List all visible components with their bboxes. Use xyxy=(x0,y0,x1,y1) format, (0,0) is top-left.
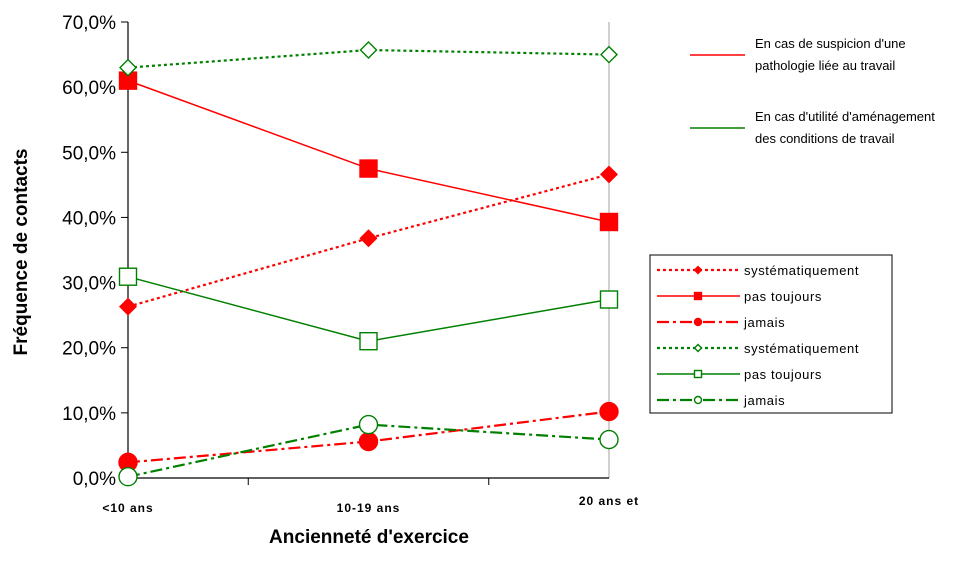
series-3 xyxy=(119,41,618,77)
series-5 xyxy=(118,414,619,487)
legend-marker xyxy=(693,291,703,301)
legend-item: pas toujours xyxy=(657,367,822,382)
data-point xyxy=(118,466,138,487)
y-tick-label: 70,0% xyxy=(62,13,116,34)
data-point xyxy=(358,414,379,435)
data-point xyxy=(599,401,619,422)
legend-label: jamais xyxy=(743,393,785,408)
x-axis-title: Ancienneté d'exercice xyxy=(269,527,469,548)
legend-label: systématiquement xyxy=(744,263,859,278)
legend: systématiquement pas toujours jamais systém… xyxy=(649,254,893,414)
y-tick-label: 10,0% xyxy=(62,404,116,425)
x-tick-label: <10 ans xyxy=(102,501,153,515)
x-tick-label: 10-19 ans xyxy=(337,501,401,515)
x-tick-labels: <10 ans 10-19 ans 20 ans et xyxy=(102,494,639,515)
data-point xyxy=(599,290,619,309)
series-line xyxy=(127,173,610,308)
data-point xyxy=(359,159,378,178)
legend-marker xyxy=(693,369,703,379)
data-point xyxy=(600,45,618,64)
y-tick-label: 40,0% xyxy=(62,208,116,229)
data-point xyxy=(119,297,137,316)
legend-marker xyxy=(693,265,703,275)
legend-item: systématiquement xyxy=(657,263,859,278)
y-tick-label: 50,0% xyxy=(62,143,116,164)
legend-item: jamais xyxy=(657,315,785,330)
legend-label: jamais xyxy=(743,315,785,330)
legend-item: pas toujours xyxy=(657,289,822,304)
series-line xyxy=(127,79,610,223)
y-tick-label: 30,0% xyxy=(62,274,116,295)
legend-box xyxy=(649,254,893,414)
data-point xyxy=(600,165,618,184)
legend-marker xyxy=(693,317,703,327)
annotation-text: des conditions de travail xyxy=(755,131,895,146)
data-point xyxy=(359,332,378,351)
legend-item: systématiquement xyxy=(657,341,859,356)
annotations: En cas de suspicion d'une pathologie liée… xyxy=(690,36,935,146)
annotation-text: pathologie liée au travail xyxy=(755,58,895,73)
series-0 xyxy=(119,165,618,316)
series-4 xyxy=(118,267,619,351)
series xyxy=(118,41,619,487)
y-tick-label: 20,0% xyxy=(62,339,116,360)
data-point xyxy=(599,212,619,232)
legend-marker xyxy=(693,343,703,353)
data-point xyxy=(119,58,137,77)
annotation-text: En cas d'utilité d'aménagement xyxy=(755,109,935,124)
x-tick-label: 20 ans et xyxy=(579,494,639,508)
annotation-text: En cas de suspicion d'une xyxy=(755,36,906,51)
data-point xyxy=(118,267,138,286)
series-1 xyxy=(118,71,619,232)
data-point xyxy=(599,429,619,450)
y-tick-label: 0,0% xyxy=(73,469,116,490)
legend-label: pas toujours xyxy=(744,367,822,382)
y-tick-label: 60,0% xyxy=(62,78,116,99)
y-axis-title: Fréquence de contacts xyxy=(11,149,32,356)
legend-label: pas toujours xyxy=(744,289,822,304)
series-2 xyxy=(118,401,619,473)
legend-item: jamais xyxy=(657,393,785,408)
data-point xyxy=(359,41,378,60)
y-tick-labels: 0,0% 10,0% 20,0% 30,0% 40,0% 50,0% 60,0% 70,0% xyxy=(62,13,116,490)
legend-label: systématiquement xyxy=(744,341,859,356)
data-point xyxy=(358,431,379,452)
legend-marker xyxy=(693,395,703,405)
data-point xyxy=(359,229,378,248)
